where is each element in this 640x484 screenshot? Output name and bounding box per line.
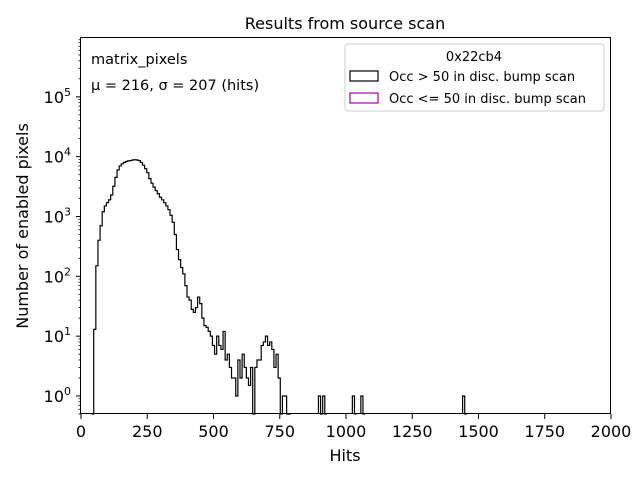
legend-swatch-occ-gt-50 bbox=[349, 70, 379, 82]
legend-label-occ-gt-50: Occ > 50 in disc. bump scan bbox=[389, 70, 575, 85]
x-tick-label: 1500 bbox=[458, 422, 499, 441]
legend: 0x22cb4 Occ > 50 in disc. bump scan Occ … bbox=[344, 43, 605, 112]
x-tick-label: 1750 bbox=[524, 422, 565, 441]
x-tick-label: 500 bbox=[198, 422, 229, 441]
legend-label-occ-le-50: Occ <= 50 in disc. bump scan bbox=[389, 92, 586, 107]
x-axis-label: Hits bbox=[329, 446, 360, 465]
histogram-series-occ-gt-50 bbox=[91, 159, 467, 415]
x-tick-label: 0 bbox=[76, 422, 86, 441]
y-axis-ticks: 100 101 102 103 104 105 bbox=[44, 39, 81, 415]
x-tick-label: 1000 bbox=[326, 422, 367, 441]
y-tick-label: 105 bbox=[44, 86, 71, 107]
plot-frame bbox=[80, 37, 611, 414]
y-tick-label: 100 bbox=[44, 385, 71, 406]
annotation-stats: μ = 216, σ = 207 (hits) bbox=[91, 78, 259, 94]
y-tick-label: 104 bbox=[44, 146, 71, 167]
x-tick-label: 2000 bbox=[591, 422, 632, 441]
y-tick-label: 103 bbox=[44, 205, 71, 226]
legend-frame bbox=[344, 43, 605, 112]
x-tick-label: 750 bbox=[264, 422, 295, 441]
y-axis-label: Number of enabled pixels bbox=[13, 123, 32, 329]
legend-swatch-occ-le-50 bbox=[349, 92, 379, 104]
x-axis-ticks: 0 250 500 750 1000 1250 1500 1750 2000 bbox=[76, 414, 631, 441]
legend-title: 0x22cb4 bbox=[446, 50, 502, 65]
x-tick-label: 1250 bbox=[392, 422, 433, 441]
x-tick-label: 250 bbox=[132, 422, 163, 441]
y-tick-label: 101 bbox=[44, 325, 71, 346]
chart-title: Results from source scan bbox=[245, 14, 445, 33]
y-tick-label: 102 bbox=[44, 265, 71, 286]
annotation-name: matrix_pixels bbox=[91, 52, 187, 68]
